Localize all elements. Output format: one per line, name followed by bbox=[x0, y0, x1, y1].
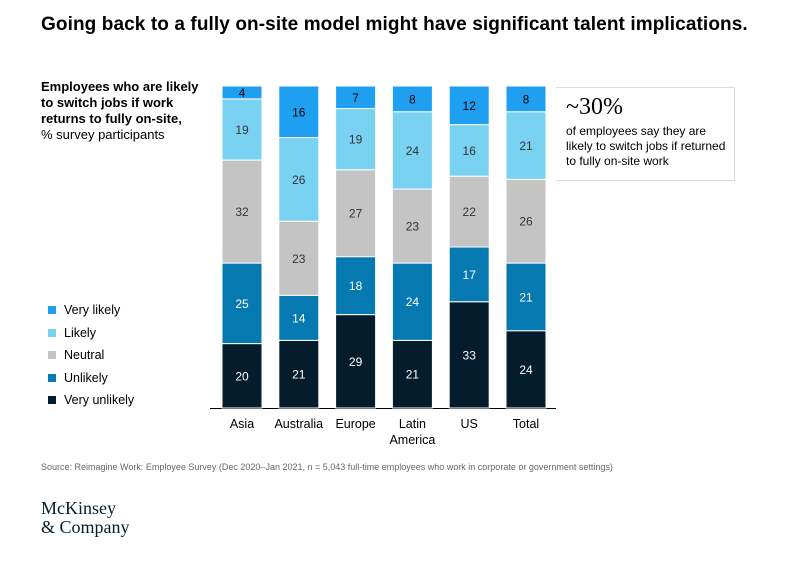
bar-segment-very-likely bbox=[335, 85, 377, 110]
category-label: Total bbox=[513, 417, 539, 431]
bar-segment-unlikely bbox=[391, 262, 433, 341]
legend-item-likely: Likely bbox=[48, 322, 134, 345]
data-label: 8 bbox=[409, 92, 416, 106]
data-label: 20 bbox=[235, 369, 249, 383]
bar-segment-very-likely bbox=[448, 85, 490, 126]
legend-label: Very unlikely bbox=[64, 393, 135, 408]
data-label: 8 bbox=[523, 92, 530, 106]
data-label: 32 bbox=[235, 205, 249, 219]
bar-segment-likely bbox=[391, 111, 433, 190]
logo-line-2: & Company bbox=[41, 517, 130, 537]
data-label: 24 bbox=[519, 363, 533, 377]
data-label: 21 bbox=[292, 368, 306, 382]
data-label: 23 bbox=[292, 252, 306, 266]
data-label: 23 bbox=[406, 220, 420, 234]
callout-statistic: ~30% bbox=[566, 94, 623, 120]
data-label: 24 bbox=[406, 295, 420, 309]
legend-label: Very likely bbox=[64, 303, 121, 318]
data-label: 21 bbox=[519, 290, 533, 304]
subtitle-unit: % survey participants bbox=[41, 127, 165, 142]
bar-segment-unlikely bbox=[221, 262, 263, 345]
category-label: Asia bbox=[230, 417, 254, 431]
bar-segment-neutral bbox=[505, 178, 547, 264]
data-label: 14 bbox=[292, 311, 306, 325]
bar-segment-very-unlikely bbox=[448, 301, 490, 409]
source-note: Source: Reimagine Work: Employee Survey … bbox=[41, 462, 613, 472]
bar-segment-neutral bbox=[448, 175, 490, 248]
data-label: 21 bbox=[519, 139, 533, 153]
bar-segment-likely bbox=[335, 108, 377, 171]
bar-segment-likely bbox=[221, 98, 263, 161]
legend-item-unlikely: Unlikely bbox=[48, 367, 134, 390]
bar-segment-very-likely bbox=[391, 85, 433, 113]
data-label: 26 bbox=[519, 215, 533, 229]
data-label: 7 bbox=[352, 91, 359, 105]
legend-item-neutral: Neutral bbox=[48, 344, 134, 367]
data-label: 25 bbox=[235, 297, 249, 311]
category-label: Australia bbox=[274, 417, 323, 431]
bar-segment-unlikely bbox=[335, 256, 377, 316]
data-label: 18 bbox=[349, 279, 363, 293]
bar-segment-unlikely bbox=[448, 246, 490, 303]
legend-swatch bbox=[48, 351, 56, 360]
legend-label: Unlikely bbox=[64, 370, 108, 385]
data-label: 29 bbox=[349, 355, 363, 369]
category-label: Europe bbox=[335, 417, 375, 431]
data-label: 16 bbox=[292, 105, 306, 119]
bar-segment-very-unlikely bbox=[278, 339, 320, 409]
legend-swatch bbox=[48, 328, 56, 337]
data-label: 21 bbox=[406, 368, 420, 382]
legend-swatch bbox=[48, 373, 56, 382]
data-label: 12 bbox=[463, 99, 477, 113]
bar-segment-very-unlikely bbox=[505, 330, 547, 409]
chart-headline: Going back to a fully on-site model migh… bbox=[41, 14, 748, 35]
callout-text: of employees say they are likely to swit… bbox=[566, 124, 726, 168]
category-label: US bbox=[461, 417, 478, 431]
chart-subtitle: Employees who are likely to switch jobs … bbox=[41, 79, 211, 143]
data-label: 27 bbox=[349, 207, 363, 221]
bar-segment-neutral bbox=[221, 159, 263, 264]
bar-segment-likely bbox=[278, 137, 320, 222]
legend-item-very-likely: Very likely bbox=[48, 299, 134, 322]
bar-segment-very-unlikely bbox=[335, 314, 377, 409]
bar-segment-neutral bbox=[391, 188, 433, 264]
bar-segment-unlikely bbox=[278, 294, 320, 341]
subtitle-measure: Employees who are likely to switch jobs … bbox=[41, 79, 199, 126]
data-label: 26 bbox=[292, 173, 306, 187]
category-label: America bbox=[389, 433, 435, 447]
data-label: 24 bbox=[406, 144, 420, 158]
company-logo: McKinsey & Company bbox=[41, 499, 130, 537]
category-label: Latin bbox=[399, 417, 426, 431]
legend-label: Neutral bbox=[64, 348, 105, 363]
chart-legend: Very likely Likely Neutral Unlikely Very unl… bbox=[48, 299, 134, 412]
data-label: 33 bbox=[463, 348, 477, 362]
bar-segment-very-likely bbox=[278, 85, 320, 139]
data-label: 19 bbox=[349, 133, 363, 147]
bar-segment-neutral bbox=[335, 169, 377, 258]
data-label: 4 bbox=[239, 86, 246, 100]
bar-segment-very-unlikely bbox=[391, 339, 433, 409]
bar-segment-very-likely bbox=[221, 85, 263, 100]
legend-label: Likely bbox=[64, 325, 96, 340]
legend-item-very-unlikely: Very unlikely bbox=[48, 389, 134, 412]
legend-swatch bbox=[48, 306, 56, 315]
callout-box: ~30% of employees say they are likely to… bbox=[556, 87, 735, 181]
data-label: 16 bbox=[463, 144, 477, 158]
bar-segment-very-likely bbox=[505, 85, 547, 113]
data-label: 19 bbox=[235, 123, 249, 137]
logo-line-1: McKinsey bbox=[41, 498, 116, 518]
bar-segment-very-unlikely bbox=[221, 343, 263, 409]
bar-segment-unlikely bbox=[505, 262, 547, 332]
data-label: 22 bbox=[463, 205, 477, 219]
data-label: 17 bbox=[463, 268, 477, 282]
bar-segment-likely bbox=[448, 124, 490, 177]
legend-swatch bbox=[48, 396, 56, 405]
